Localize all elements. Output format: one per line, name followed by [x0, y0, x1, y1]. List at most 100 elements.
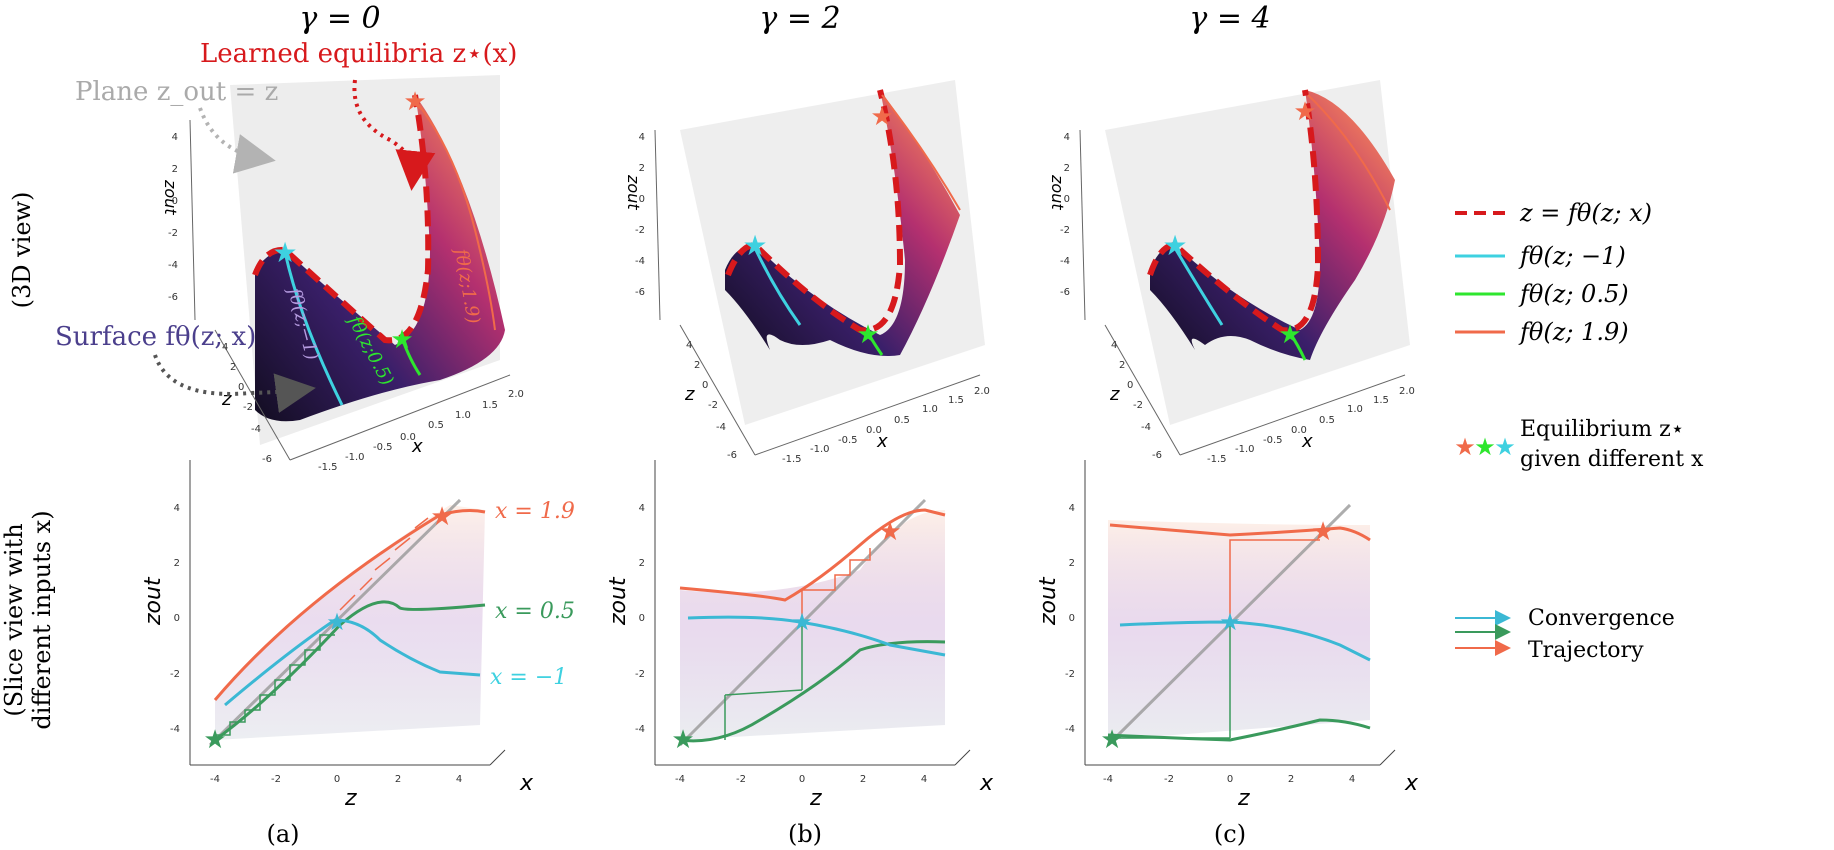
svg-text:2.0: 2.0	[974, 386, 990, 397]
star-a-orange: ★	[430, 502, 453, 532]
svg-text:2: 2	[172, 164, 178, 175]
slice-b-xm1	[687, 615, 946, 657]
svg-text:0: 0	[1227, 774, 1233, 785]
star-orange-c: ★	[1293, 97, 1316, 127]
svg-text:1.0: 1.0	[455, 410, 471, 421]
svg-text:-2: -2	[170, 669, 180, 680]
ticks-x-slice-a: -4 -2 0 2 4	[210, 774, 462, 785]
legend-label-19: fθ(z; 1.9)	[1518, 318, 1629, 346]
star-c-orange: ★	[1311, 517, 1334, 547]
surface-c	[1150, 90, 1395, 360]
equilibria-curve-c	[1147, 89, 1322, 334]
svg-text:0: 0	[639, 194, 645, 205]
svg-text:-4: -4	[635, 256, 645, 267]
svg-text:-0.5: -0.5	[1263, 435, 1283, 446]
label-slice-x05: x = 0.5	[495, 599, 575, 624]
svg-text:0.5: 0.5	[1319, 415, 1335, 426]
slice-m1-c	[1173, 247, 1224, 326]
svg-text:-0.5: -0.5	[838, 435, 858, 446]
ticks-x-slice-c: -4 -2 0 2 4	[1103, 774, 1355, 785]
panel-3d-a: ★ ★ ★ fθ(z;−1) fθ(z;0.5) fθ(z;1.9) zout …	[55, 39, 524, 473]
svg-text:-1.5: -1.5	[1207, 454, 1227, 465]
svg-text:2: 2	[1064, 163, 1070, 174]
slice-19-c	[1307, 94, 1391, 211]
legend-equilibrium-line1: Equilibrium z⋆	[1520, 417, 1684, 442]
svg-text:0: 0	[174, 613, 180, 624]
svg-text:0.0: 0.0	[866, 425, 882, 436]
star-cyan: ★	[272, 236, 297, 269]
legend-label-trajectory: Trajectory	[1528, 638, 1644, 663]
annotation-surface: Surface fθ(z; x)	[55, 322, 256, 352]
legend-label-equilibria: z = fθ(z; x)	[1519, 199, 1652, 227]
svg-text:1.5: 1.5	[948, 395, 964, 406]
axis-label-z-slice-b: z	[809, 786, 822, 811]
ticks-zdepth-c: 4 2 0 -2 -4 -6	[1111, 340, 1162, 461]
svg-text:2.0: 2.0	[508, 389, 524, 400]
equilibria-curve-b	[725, 89, 904, 334]
star-orange: ★	[403, 87, 426, 117]
arrow-plane	[198, 107, 276, 174]
row-label-slice-2: different inputs x)	[28, 510, 56, 729]
svg-text:4: 4	[172, 132, 178, 143]
axis-label-x-slice-b: x	[979, 771, 994, 796]
svg-text:4: 4	[639, 132, 645, 143]
caption-b: (b)	[788, 820, 822, 848]
arrows-c-top	[1229, 539, 1320, 620]
svg-text:-1.5: -1.5	[782, 454, 802, 465]
legend-top: z = fθ(z; x) fθ(z; −1) fθ(z; 0.5) fθ(z; …	[1455, 199, 1652, 346]
legend-label-m1: fθ(z; −1)	[1518, 242, 1626, 270]
ticks-zout-a: 4 2 0 -2 -4 -6	[168, 132, 178, 303]
slice-05-b	[866, 332, 884, 356]
svg-text:2: 2	[639, 163, 645, 174]
svg-text:-4: -4	[170, 724, 180, 735]
svg-text:-4: -4	[210, 774, 220, 785]
svg-text:0.0: 0.0	[1291, 425, 1307, 436]
svg-text:2: 2	[1119, 360, 1125, 371]
ticks-zout-c: 4 2 0 -2 -4 -6	[1060, 132, 1070, 298]
svg-text:1.5: 1.5	[1373, 395, 1389, 406]
annotation-learned-equilibria: Learned equilibria z⋆(x)	[200, 39, 517, 69]
svg-text:-1.0: -1.0	[345, 452, 365, 463]
star-green-c: ★	[1278, 320, 1301, 350]
ticks-zdepth-a: 4 2 0 -2 -4 -6	[222, 342, 272, 465]
svg-text:0: 0	[238, 382, 244, 393]
svg-text:-1.5: -1.5	[318, 462, 338, 473]
row-label-slice-1: (Slice view with	[0, 523, 28, 716]
axis-label-x-slice-c: x	[1404, 771, 1419, 796]
panel-slice-b: ★ ★ ★ zout 4 2 0 -2 -4 -4 -2 0 2 4 z x	[606, 460, 994, 811]
arrows-b	[724, 625, 803, 740]
svg-text:-6: -6	[1060, 287, 1070, 298]
svg-text:-6: -6	[1152, 450, 1162, 461]
slice-19-b	[881, 94, 961, 211]
column-title-c: γ = 4	[1189, 1, 1270, 36]
slice-b-x19	[679, 508, 946, 602]
arrow-learned-equilibria	[352, 79, 436, 191]
svg-text:0.0: 0.0	[400, 432, 416, 443]
slice-curve-x05	[400, 337, 422, 376]
svg-text:2: 2	[1288, 774, 1294, 785]
svg-text:2: 2	[395, 774, 401, 785]
ticks-zdepth-b: 4 2 0 -2 -4 -6	[686, 340, 737, 461]
slice-c-xm1	[1119, 620, 1371, 662]
svg-text:-2: -2	[708, 400, 718, 411]
svg-text:-2: -2	[271, 774, 281, 785]
svg-text:2: 2	[860, 774, 866, 785]
star-b-green: ★	[671, 725, 694, 755]
slice-a-x19	[213, 509, 486, 701]
svg-text:2: 2	[694, 360, 700, 371]
staircase-a-top	[339, 517, 429, 611]
svg-text:-6: -6	[727, 450, 737, 461]
svg-text:1.0: 1.0	[922, 404, 938, 415]
axis-label-z-b: z	[684, 384, 695, 405]
axis-label-z-slice-a: z	[344, 786, 357, 811]
svg-text:0.5: 0.5	[894, 415, 910, 426]
svg-text:2: 2	[1069, 558, 1075, 569]
legend-star-cyan: ★	[1494, 433, 1516, 461]
svg-text:-2: -2	[243, 402, 253, 413]
star-a-green: ★	[203, 725, 226, 755]
legend-star-green: ★	[1474, 433, 1496, 461]
legend-bottom: Convergence Trajectory	[1455, 606, 1675, 663]
slice-b-x05	[679, 640, 946, 743]
svg-text:4: 4	[1064, 132, 1070, 143]
ticks-x-b: -1.5 -1.0 -0.5 0.0 0.5 1.0 1.5 2.0	[782, 386, 990, 465]
